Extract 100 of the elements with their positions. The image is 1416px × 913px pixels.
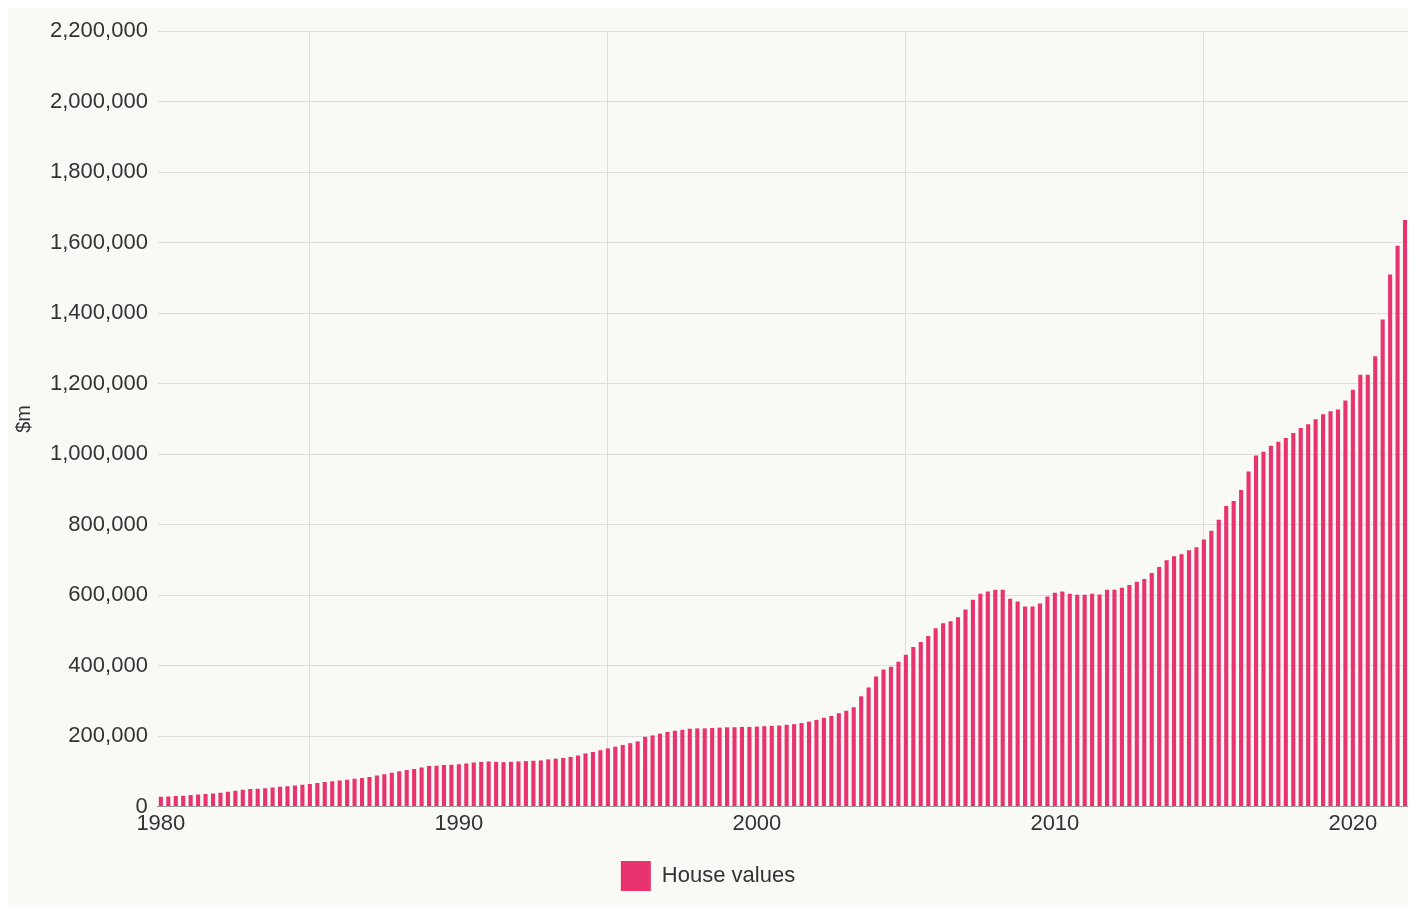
- bar: [747, 726, 752, 807]
- bar: [1343, 400, 1348, 807]
- bar: [866, 687, 871, 807]
- bar: [1045, 596, 1050, 807]
- bar: [568, 756, 573, 807]
- bar: [1142, 578, 1147, 807]
- bar: [784, 724, 789, 807]
- bar: [471, 762, 476, 807]
- bar: [196, 794, 201, 807]
- bar: [1373, 356, 1378, 807]
- bar: [456, 764, 461, 807]
- bar: [501, 762, 506, 807]
- bar: [285, 786, 290, 807]
- bar: [1157, 566, 1162, 807]
- bar: [546, 759, 551, 807]
- bar: [643, 736, 648, 807]
- bar: [1082, 594, 1087, 807]
- y-tick-label: 2,200,000: [50, 17, 148, 43]
- bar: [1067, 593, 1072, 807]
- bar: [993, 589, 998, 807]
- bar: [874, 676, 879, 807]
- bar: [270, 787, 275, 807]
- y-tick-label: 800,000: [68, 510, 148, 536]
- bar: [888, 666, 894, 807]
- bar: [672, 730, 677, 807]
- bar: [1358, 374, 1363, 807]
- bar: [210, 793, 216, 807]
- bar: [449, 764, 454, 807]
- bar: [598, 750, 603, 807]
- bar: [1060, 591, 1065, 807]
- bar: [218, 792, 223, 807]
- bar: [1216, 519, 1221, 807]
- bar: [1179, 554, 1184, 807]
- bar: [441, 765, 447, 807]
- bar: [181, 795, 186, 807]
- bar: [1164, 560, 1169, 807]
- bar: [359, 778, 365, 807]
- bar: [1298, 428, 1303, 807]
- bar: [896, 661, 901, 807]
- bar: [754, 726, 759, 807]
- bar: [1246, 471, 1251, 807]
- bar: [531, 760, 536, 807]
- y-tick-label: 1,800,000: [50, 158, 148, 184]
- legend-label: House values: [661, 862, 796, 888]
- bar: [158, 796, 163, 807]
- bar: [665, 731, 670, 807]
- bar: [941, 623, 946, 807]
- bar: [1023, 606, 1028, 807]
- bar: [1008, 598, 1013, 807]
- bar: [300, 784, 305, 807]
- bar: [1261, 451, 1266, 807]
- bar: [374, 775, 379, 807]
- bar: [255, 788, 260, 807]
- bar: [911, 646, 916, 807]
- bar: [494, 761, 499, 807]
- bar: [1127, 584, 1132, 807]
- bar: [225, 791, 230, 807]
- bar: [1283, 437, 1288, 807]
- bar: [1291, 433, 1296, 807]
- y-tick-label: 200,000: [68, 722, 148, 748]
- bar: [1328, 411, 1333, 807]
- bar: [1172, 556, 1177, 807]
- bar: [1052, 592, 1057, 807]
- bar: [948, 621, 953, 807]
- bar: [330, 781, 335, 807]
- bar: [1194, 547, 1199, 807]
- bar: [844, 710, 849, 807]
- bar: [233, 790, 238, 807]
- bar: [412, 768, 417, 807]
- bar: [1104, 589, 1110, 807]
- bar: [792, 724, 797, 807]
- bar: [933, 628, 938, 807]
- bar: [1268, 445, 1273, 807]
- y-tick-label: 1,400,000: [50, 299, 148, 325]
- bar: [248, 788, 253, 807]
- bar: [404, 769, 409, 807]
- bar: [1037, 603, 1043, 807]
- bar: [829, 716, 834, 807]
- bar: [821, 717, 826, 807]
- bar: [955, 617, 961, 807]
- bar: [523, 761, 528, 807]
- y-tick-label: 2,000,000: [50, 87, 148, 113]
- bar: [777, 725, 782, 807]
- bar: [903, 654, 908, 807]
- y-axis-title: $m: [11, 405, 34, 433]
- bar: [203, 793, 208, 807]
- x-tick-label: 2000: [732, 809, 782, 835]
- bar: [188, 794, 193, 807]
- bar: [508, 761, 514, 807]
- bar: [590, 751, 596, 807]
- bar: [561, 757, 566, 807]
- bar: [352, 778, 357, 807]
- bar: [583, 753, 588, 807]
- bar: [1402, 220, 1408, 807]
- y-tick-label: 1,200,000: [50, 369, 148, 395]
- bar: [1380, 319, 1385, 807]
- bar: [695, 728, 700, 807]
- bar: [926, 636, 931, 807]
- bar: [166, 796, 171, 807]
- bar: [717, 727, 722, 807]
